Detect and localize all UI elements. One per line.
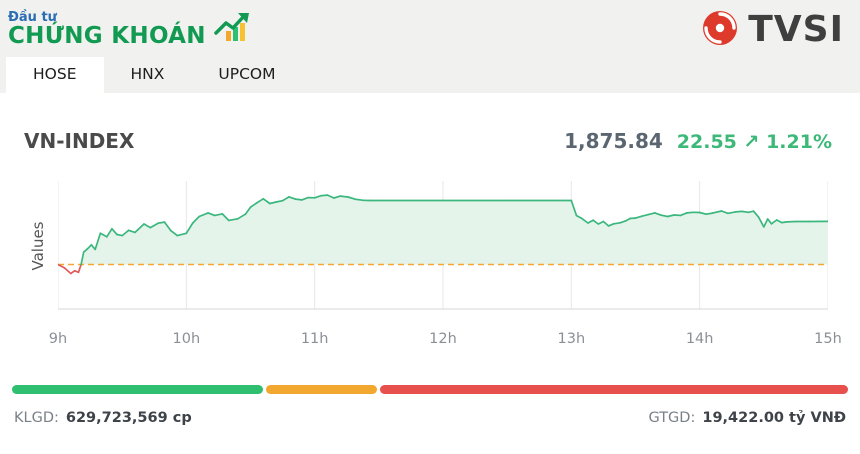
- index-value: 1,875.84: [564, 129, 663, 153]
- x-tick-label: 9h: [48, 331, 68, 347]
- up-arrow-icon: ↗: [743, 131, 760, 153]
- site-logo[interactable]: Đầu tư CHỨNG KHOÁN: [8, 11, 252, 49]
- x-tick-label: 14h: [685, 331, 714, 347]
- brand-top-text: Đầu tư: [8, 9, 57, 25]
- gtgd-label: GTGD:: [648, 410, 696, 426]
- tab-upcom[interactable]: UPCOM: [218, 65, 276, 83]
- klgd-label: KLGD:: [14, 410, 59, 426]
- x-axis-labels: 9h 10h 11h 12h 13h 14h 15h: [49, 325, 842, 355]
- tvsi-logo-text: TVSI: [748, 9, 844, 50]
- breadth-segment-advancing: [12, 385, 263, 394]
- index-quote: 1,875.84 22.55 ↗ 1.21%: [564, 129, 832, 153]
- index-chart-svg: [58, 181, 828, 310]
- tab-hose[interactable]: HOSE: [6, 57, 104, 93]
- klgd-value: 629,723,569 cp: [65, 410, 192, 426]
- tab-hnx[interactable]: HNX: [130, 65, 165, 83]
- klgd-stat: KLGD: 629,723,569 cp: [14, 410, 192, 426]
- gtgd-value: 19,422.00 tỷ VNĐ: [702, 410, 846, 426]
- index-header-row: VN-INDEX 1,875.84 22.55 ↗ 1.21%: [0, 93, 860, 153]
- index-name: VN-INDEX: [24, 129, 135, 153]
- index-panel: VN-INDEX 1,875.84 22.55 ↗ 1.21% Values 9…: [0, 93, 860, 454]
- index-change-points: 22.55: [676, 131, 737, 153]
- exchange-tabbar: HOSE HNX UPCOM: [0, 57, 860, 93]
- stats-row: KLGD: 629,723,569 cp GTGD: 19,422.00 tỷ …: [14, 410, 846, 426]
- market-breadth-bar: [12, 385, 848, 394]
- x-tick-label: 11h: [300, 331, 329, 347]
- brand-main-text: CHỨNG KHOÁN: [8, 23, 206, 50]
- tvsi-logo[interactable]: TVSI: [701, 9, 844, 51]
- index-change-percent: 1.21%: [766, 131, 832, 153]
- header: Đầu tư CHỨNG KHOÁN TVSI: [0, 0, 860, 57]
- gtgd-stat: GTGD: 19,422.00 tỷ VNĐ: [648, 410, 846, 426]
- rising-chart-icon: [212, 11, 252, 47]
- x-tick-label: 15h: [814, 331, 842, 347]
- x-tick-label: 12h: [429, 331, 457, 347]
- intraday-chart: Values 9h 10h 11h 12h 13h 14h 15h: [0, 175, 860, 355]
- breadth-segment-unchanged: [265, 385, 377, 394]
- x-tick-label: 13h: [557, 331, 586, 347]
- index-change: 22.55 ↗ 1.21%: [677, 131, 832, 153]
- x-tick-label: 10h: [172, 331, 201, 347]
- breadth-segment-declining: [379, 385, 848, 394]
- tvsi-swirl-icon: [701, 9, 739, 51]
- y-axis-label: Values: [29, 221, 47, 271]
